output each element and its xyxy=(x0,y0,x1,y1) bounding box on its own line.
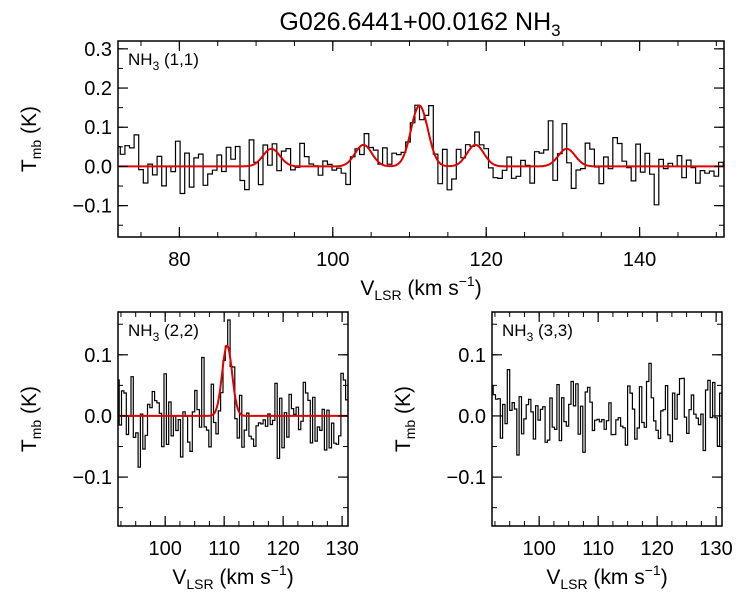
ylabel-sub: mb xyxy=(402,420,418,440)
title-source: G026.6441+00.0162 xyxy=(279,8,508,36)
nh3-11-spectrum-line xyxy=(118,104,724,206)
xlabel-end: ) xyxy=(287,566,294,589)
nh3-33-spectrum-line xyxy=(492,362,722,456)
label-sub: 3 xyxy=(153,330,160,344)
label-sub: 3 xyxy=(527,330,534,344)
nh3-11-yaxis-label: Tmb (K) xyxy=(18,106,44,172)
nh3-22-xaxis-label: VLSR (km s−1) xyxy=(172,562,293,592)
nh3-22-xtick-label: 100 xyxy=(148,538,181,560)
nh3-22-spectrum-line xyxy=(118,319,348,468)
ylabel-main: T xyxy=(18,159,41,172)
xlabel-sup: −1 xyxy=(645,562,661,578)
nh3-33-ytick-label: −0.1 xyxy=(447,467,486,489)
label-rest: (2,2) xyxy=(159,321,199,340)
xlabel-main: V xyxy=(172,566,186,589)
nh3-11-ytick-label: −0.1 xyxy=(73,196,112,218)
xlabel-sub: LSR xyxy=(374,287,401,303)
nh3-33-xtick-label: 120 xyxy=(640,538,673,560)
title-molecule: NH xyxy=(515,8,551,36)
ylabel-main: T xyxy=(18,439,41,452)
nh3-11-xtick-label: 140 xyxy=(623,249,656,271)
xlabel-rest: (km s xyxy=(588,566,645,589)
nh3-11-panel: 80 100 120 140 −0.1 0.0 0.1 0.2 0.3 NH3 (1,1) VLSR… xyxy=(18,39,725,303)
nh3-11-panel-label: NH3 (1,1) xyxy=(128,50,199,73)
xlabel-main: V xyxy=(546,566,560,589)
ylabel-rest: (K) xyxy=(18,386,41,420)
xlabel-sup: −1 xyxy=(271,562,287,578)
nh3-33-ytick-label: 0.1 xyxy=(458,345,486,367)
nh3-33-xaxis-label: VLSR (km s−1) xyxy=(546,562,667,592)
nh3-22-fit-curve xyxy=(118,344,348,417)
ylabel-rest: (K) xyxy=(392,386,415,420)
nh3-11-xtick-label: 100 xyxy=(316,249,349,271)
label-sub: 3 xyxy=(153,59,160,73)
nh3-22-xtick-label: 130 xyxy=(325,538,358,560)
nh3-11-xtick-label: 80 xyxy=(168,249,190,271)
nh3-11-xaxis-label: VLSR (km s−1) xyxy=(360,273,481,303)
nh3-11-ytick-label: 0.2 xyxy=(84,78,112,100)
xlabel-rest: (km s xyxy=(402,277,459,300)
xlabel-sup: −1 xyxy=(459,273,475,289)
label-rest: (1,1) xyxy=(159,50,199,69)
xlabel-rest: (km s xyxy=(214,566,271,589)
nh3-22-ytick-label: 0.1 xyxy=(84,345,112,367)
label-main: NH xyxy=(128,50,153,69)
nh3-33-xtick-label: 100 xyxy=(522,538,555,560)
ylabel-main: T xyxy=(392,439,415,452)
nh3-33-panel-label: NH3 (3,3) xyxy=(502,321,573,344)
nh3-33-yaxis-label: Tmb (K) xyxy=(392,386,418,452)
figure-title: G026.6441+00.0162 NH3 xyxy=(279,8,560,40)
nh3-22-xtick-label: 110 xyxy=(208,538,240,560)
title-molecule-subscript: 3 xyxy=(551,21,560,40)
nh3-11-xtick-label: 120 xyxy=(470,249,503,271)
nh3-22-panel-label: NH3 (2,2) xyxy=(128,321,199,344)
xlabel-end: ) xyxy=(661,566,668,589)
nh3-11-fit-curve xyxy=(118,104,724,168)
label-main: NH xyxy=(502,321,527,340)
nh3-11-ytick-label: 0.1 xyxy=(84,117,112,139)
xlabel-end: ) xyxy=(475,277,482,300)
nh3-22-ytick-label: −0.1 xyxy=(73,467,112,489)
xlabel-sub: LSR xyxy=(560,576,587,592)
nh3-33-ytick-label: 0.0 xyxy=(458,406,486,428)
ylabel-rest: (K) xyxy=(18,106,41,140)
nh3-33-panel: 100 110 120 130 −0.1 0.0 0.1 NH3 (3,3) VLSR (km … xyxy=(392,311,733,592)
ylabel-sub: mb xyxy=(28,140,44,160)
ylabel-sub: mb xyxy=(28,420,44,440)
nh3-33-xtick-label: 130 xyxy=(699,538,732,560)
label-rest: (3,3) xyxy=(533,321,573,340)
label-main: NH xyxy=(128,321,153,340)
nh3-11-ytick-label: 0.0 xyxy=(84,156,112,178)
nh3-22-xtick-label: 120 xyxy=(266,538,299,560)
nh3-11-ytick-label: 0.3 xyxy=(84,39,112,61)
nh3-33-axes-frame xyxy=(491,311,723,527)
nh3-22-yaxis-label: Tmb (K) xyxy=(18,386,44,452)
nh3-11-axes-frame xyxy=(117,40,725,238)
nh3-22-panel: 100 110 120 130 −0.1 0.0 0.1 NH3 (2,2) VLSR (km … xyxy=(18,311,359,592)
xlabel-sub: LSR xyxy=(186,576,213,592)
nh3-22-ytick-label: 0.0 xyxy=(84,406,112,428)
xlabel-main: V xyxy=(360,277,374,300)
nh3-33-xtick-label: 110 xyxy=(582,538,614,560)
nh3-22-axes-frame xyxy=(117,311,349,527)
